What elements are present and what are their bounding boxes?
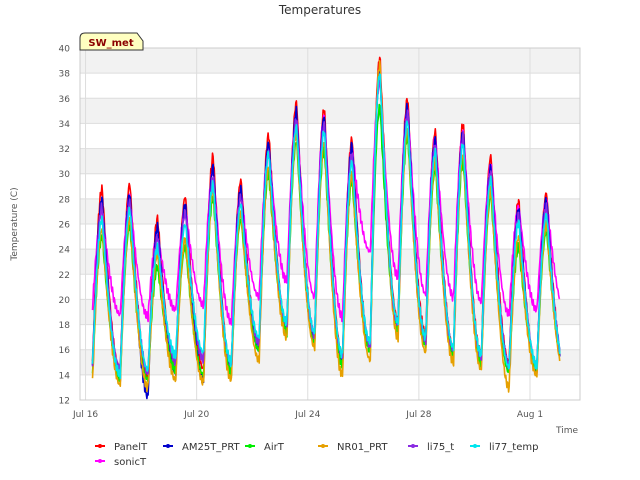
- legend-marker: [321, 444, 325, 448]
- legend-item-airt: AirT: [245, 442, 285, 453]
- y-tick-label: 28: [59, 195, 71, 205]
- x-tick-label: Jul 16: [72, 410, 98, 420]
- x-tick-label: Jul 24: [294, 410, 320, 420]
- plot-band: [80, 148, 580, 174]
- legend-marker: [473, 444, 477, 448]
- x-tick-label: Jul 20: [183, 410, 209, 420]
- legend-item-li77-temp: li77_temp: [470, 442, 538, 453]
- legend-label: NR01_PRT: [337, 442, 388, 453]
- plot-band: [80, 349, 580, 375]
- legend-marker: [166, 444, 170, 448]
- x-tick-label: Aug 1: [517, 410, 543, 420]
- x-tick-label: Jul 28: [405, 410, 431, 420]
- series-line-li77-temp: [91, 73, 561, 380]
- plot-band: [80, 98, 580, 124]
- y-tick-label: 34: [59, 120, 71, 130]
- y-tick-label: 12: [59, 397, 70, 407]
- y-tick-label: 26: [59, 221, 71, 231]
- legend-item-sonict: sonicT: [95, 457, 147, 468]
- legend-marker: [411, 444, 415, 448]
- y-tick-label: 38: [59, 70, 71, 80]
- legend-label: sonicT: [114, 457, 147, 468]
- legend-marker: [248, 444, 252, 448]
- legend-item-panelt: PanelT: [95, 442, 148, 453]
- sw-met-badge-label: SW_met: [88, 38, 133, 49]
- y-axis-label: Temperature (C): [10, 187, 20, 261]
- legend-item-li75-t: li75_t: [408, 442, 454, 453]
- y-tick-label: 20: [59, 296, 71, 306]
- y-tick-label: 30: [59, 170, 71, 180]
- series-lines: [91, 56, 561, 400]
- plot-band: [80, 48, 580, 74]
- legend-label: PanelT: [114, 442, 148, 453]
- legend: PanelT AM25T_PRT AirT NR01_PRT li75_t li77_te…: [95, 442, 538, 468]
- legend-item-am25t-prt: AM25T_PRT: [163, 442, 241, 453]
- y-tick-label: 36: [59, 95, 71, 105]
- y-tick-label: 32: [59, 145, 70, 155]
- x-axis-label: Time: [555, 426, 578, 436]
- legend-marker: [98, 444, 102, 448]
- legend-label: AirT: [264, 442, 285, 453]
- legend-label: li75_t: [427, 442, 454, 453]
- legend-label: AM25T_PRT: [182, 442, 241, 453]
- plot-area: [79, 47, 581, 401]
- y-tick-labels: 12 14 16 18 20 22 24 26 28 30 32 34 36 38 40: [59, 45, 71, 407]
- y-tick-label: 18: [59, 321, 71, 331]
- y-tick-label: 24: [59, 246, 71, 256]
- y-tick-label: 16: [59, 346, 71, 356]
- y-tick-label: 40: [59, 45, 71, 55]
- sw-met-badge: SW_met: [79, 32, 144, 51]
- y-tick-label: 14: [59, 371, 71, 381]
- legend-item-nr01-prt: NR01_PRT: [318, 442, 388, 453]
- y-tick-label: 22: [59, 271, 70, 281]
- legend-label: li77_temp: [489, 442, 538, 453]
- legend-marker: [98, 459, 102, 463]
- chart-title: Temperatures: [278, 3, 361, 17]
- x-tick-labels: Jul 16 Jul 20 Jul 24 Jul 28 Aug 1: [72, 410, 543, 420]
